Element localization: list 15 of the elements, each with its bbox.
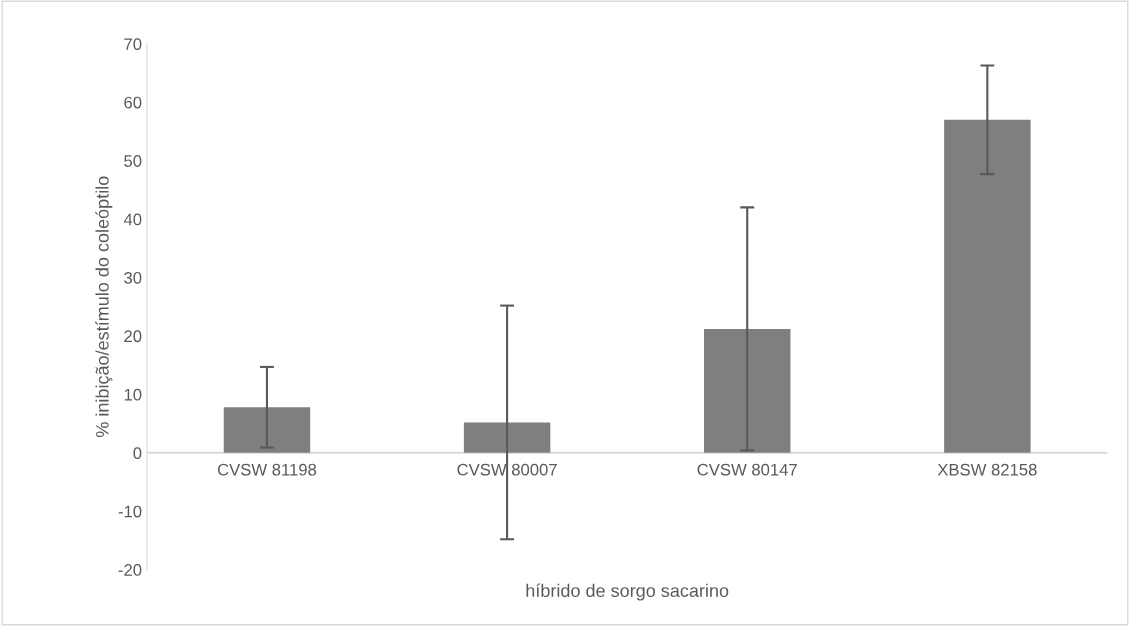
y-tick-label: -20 [118,564,142,576]
y-axis-title: % inibição/estímulo do coleóptilo [95,176,113,438]
y-tick-label: -10 [118,505,142,518]
x-tick-label: CVSW 81198 [217,463,317,476]
x-tick-label: CVSW 80147 [697,463,797,476]
y-tick-label: 40 [123,213,142,226]
y-tick-label: 30 [124,271,142,284]
x-axis-title: híbrido de sorgo sacarino [526,583,729,601]
x-tick-label: XBSW 82158 [937,463,1037,476]
y-tick-label: 70 [124,38,142,51]
y-tick-label: 60 [124,96,142,109]
y-tick-label: 50 [124,155,142,167]
y-tick-label: 0 [133,447,142,460]
y-tick-label: 10 [124,388,142,401]
y-tick-label: 20 [124,330,142,343]
